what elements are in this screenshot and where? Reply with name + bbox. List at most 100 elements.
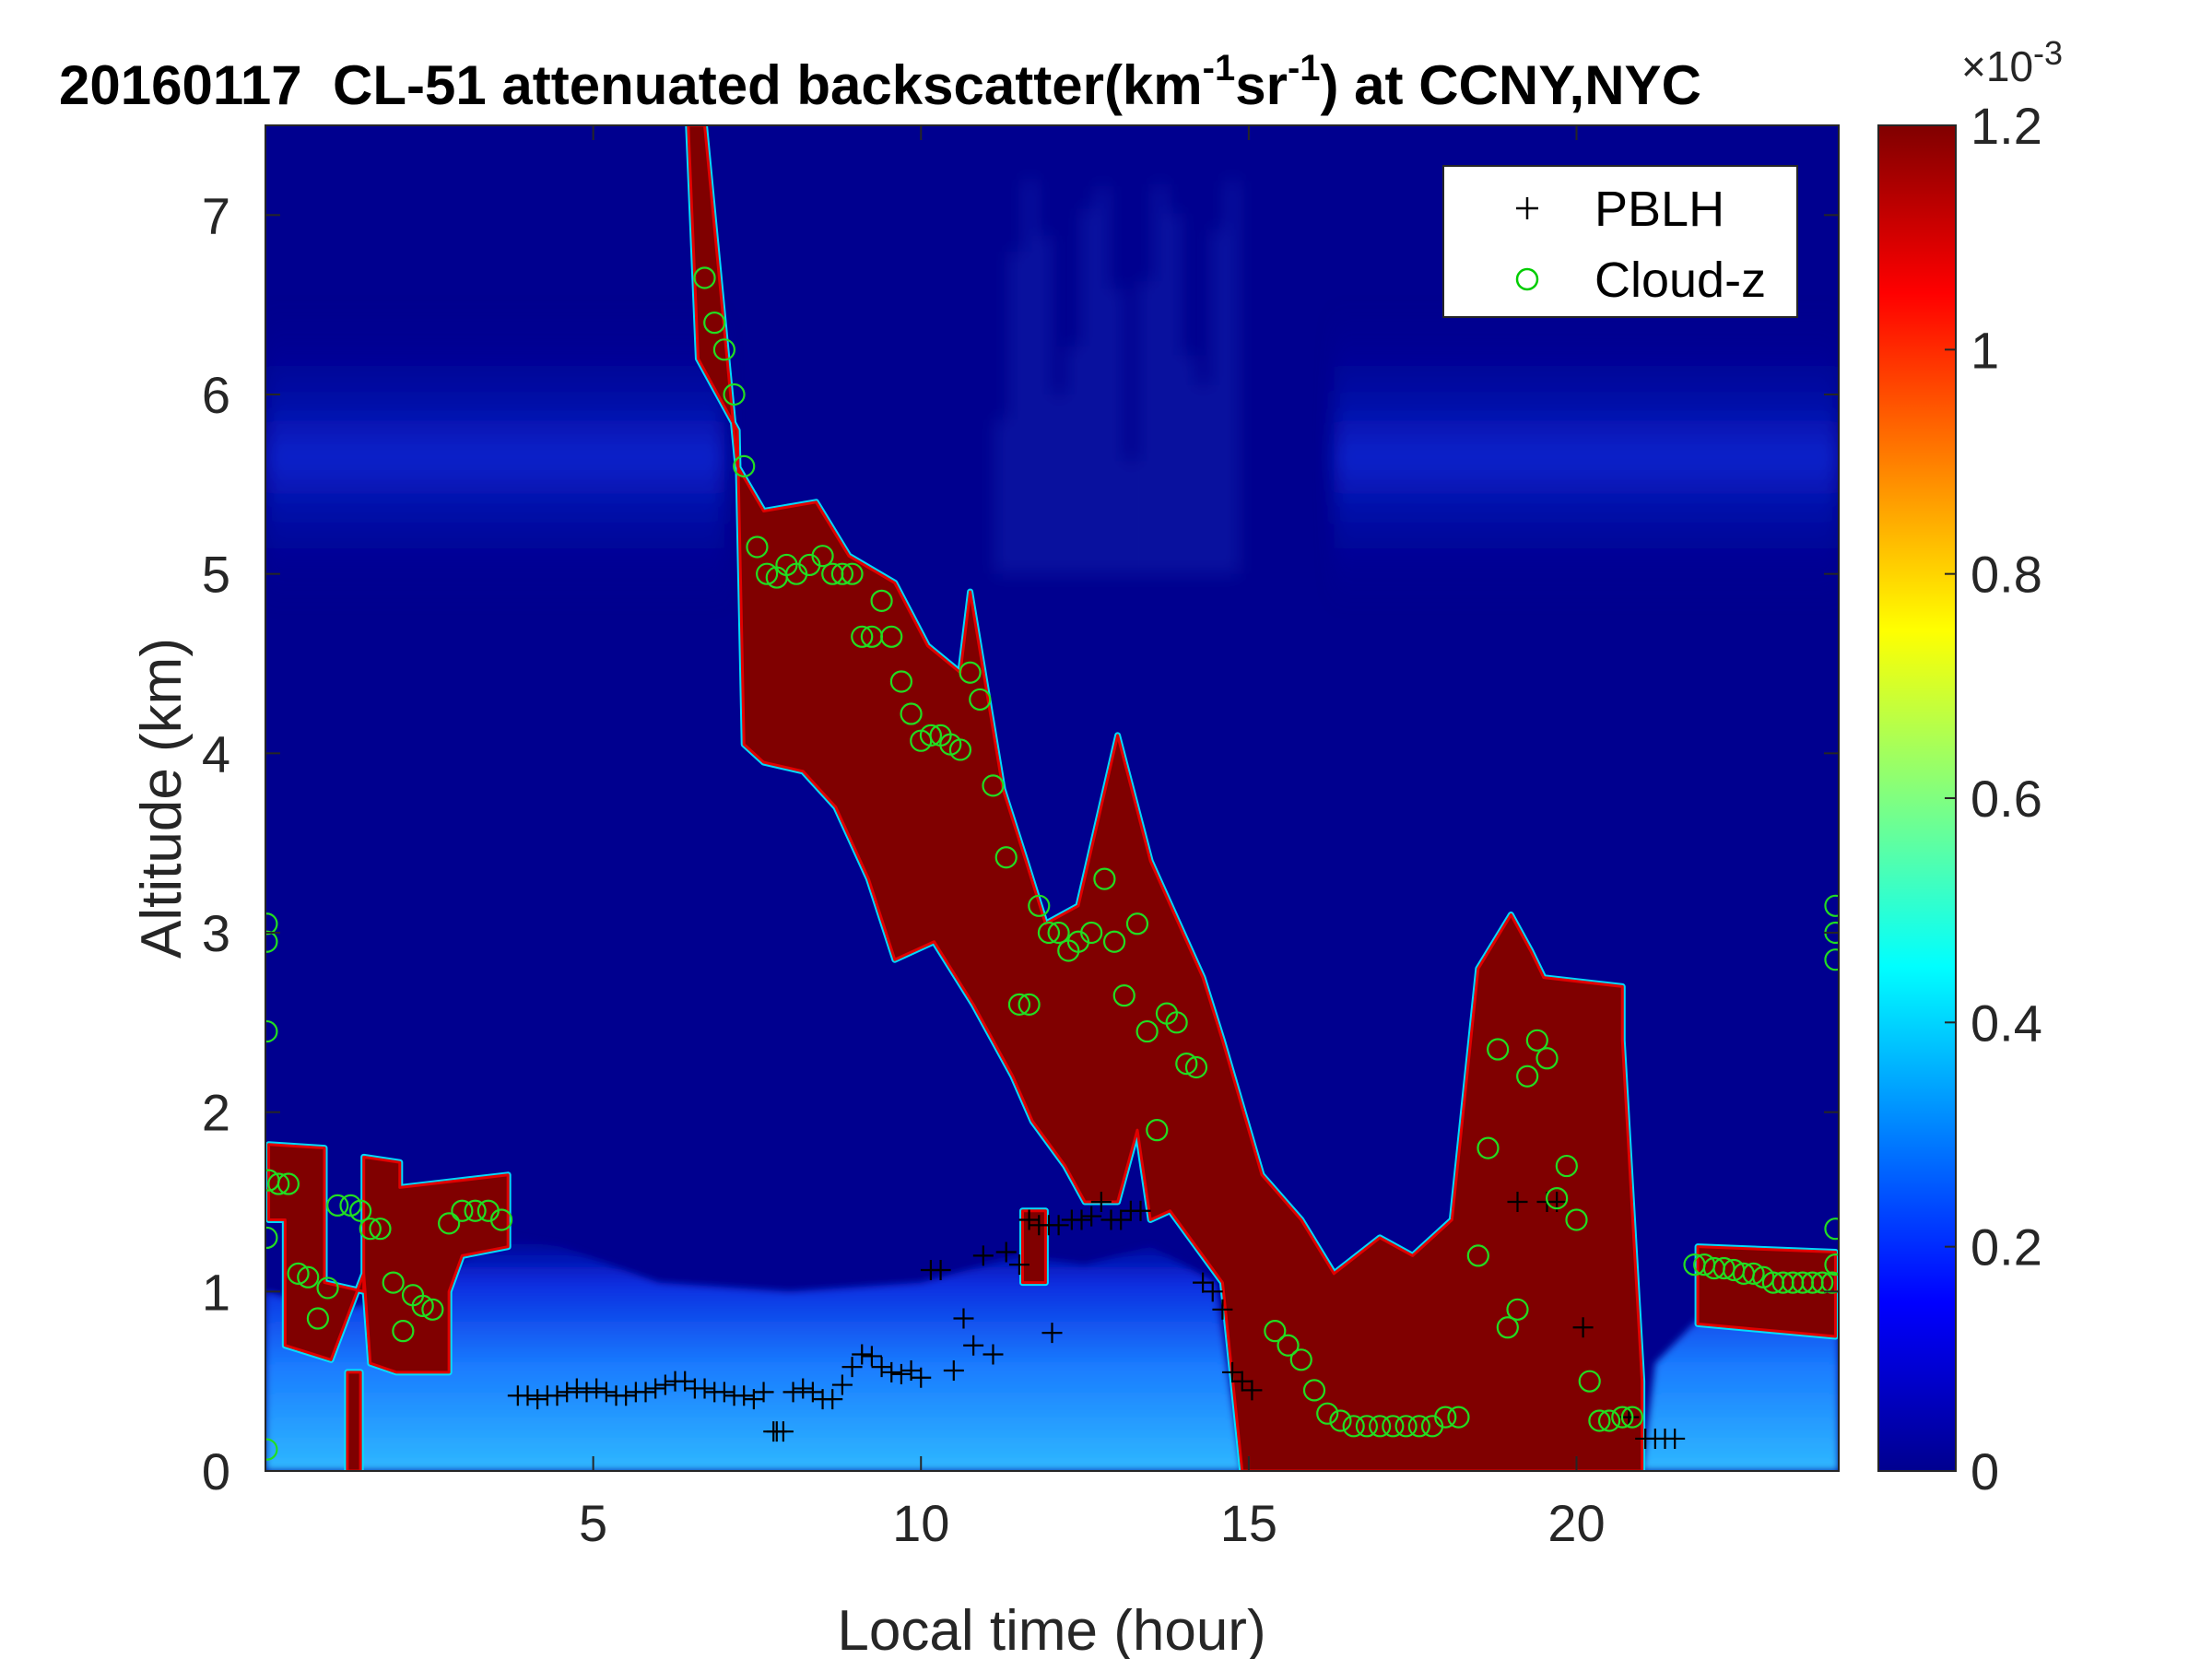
cloud-z-marker: [1496, 1316, 1519, 1339]
cloud-z-marker: [1007, 993, 1031, 1016]
pblh-marker: [1081, 1206, 1102, 1227]
legend-marker-pblh: [1516, 197, 1538, 219]
y-tick-label: 3: [202, 904, 230, 962]
legend: PBLH Cloud-z: [1442, 165, 1798, 318]
colorbar-tick-label: 0.2: [1971, 1218, 2042, 1277]
colorbar-tick-label: 0.4: [1971, 994, 2042, 1052]
cloud-z-marker: [265, 1226, 278, 1250]
haze-streak: [1071, 346, 1076, 574]
y-tick-label: 1: [202, 1263, 230, 1321]
x-tick-label: 15: [1220, 1494, 1277, 1552]
colorbar: 0 0.2 0.4 0.6 0.8 1 1.2 ×10-3: [1877, 34, 2063, 1500]
pblh-marker: [1111, 1209, 1132, 1230]
haze-streak: [1158, 183, 1162, 574]
cloud-z-marker: [733, 454, 756, 477]
y-tick-label: 2: [202, 1084, 230, 1142]
haze-streak: [1230, 180, 1234, 574]
pblh-marker: [930, 1259, 951, 1280]
cloud-z-marker: [451, 1199, 474, 1222]
cloud-z-marker: [1355, 1415, 1379, 1438]
colorbar-tick-label: 1.2: [1971, 97, 2042, 155]
x-axis-label: Local time (hour): [837, 1599, 1265, 1659]
cloud-z-marker: [1820, 1271, 1839, 1294]
cloud-z-marker: [746, 535, 769, 559]
cloud-z-marker: [411, 1294, 434, 1318]
pblh-marker: [822, 1389, 843, 1410]
pblh-marker: [890, 1363, 912, 1384]
pblh-marker: [694, 1378, 715, 1399]
cloud-z-marker: [489, 1208, 513, 1231]
pblh-marker: [972, 1245, 994, 1266]
pblh-marker: [654, 1374, 676, 1395]
cloud-z-marker: [1329, 1409, 1352, 1432]
cloud-z-marker: [1264, 1320, 1287, 1343]
pblh-marker: [595, 1382, 617, 1403]
cloud-z-marker: [1578, 1370, 1601, 1393]
x-tick-label: 10: [892, 1494, 949, 1552]
y-tick-label: 7: [202, 186, 230, 244]
cloud-z-marker: [959, 661, 982, 684]
cloud-z-marker: [880, 625, 903, 648]
cloud-z-series: [265, 266, 1839, 1461]
cloud-z-marker: [276, 1172, 300, 1195]
cloud-z-marker: [1165, 1011, 1188, 1034]
cloud-z-marker: [382, 1271, 405, 1294]
cloud-z-marker: [1047, 921, 1070, 945]
legend-marker-cloud-z: [1515, 267, 1539, 291]
upper-aerosol-haze: [265, 179, 1839, 610]
cloud-z-marker: [870, 589, 893, 612]
haze-streak: [1100, 186, 1105, 574]
pblh-marker: [527, 1389, 548, 1410]
cloud-z-marker: [1316, 1402, 1339, 1425]
cloud-z-marker: [438, 1212, 461, 1235]
cloud-z-marker: [1018, 993, 1041, 1016]
haze-streak: [1042, 235, 1047, 574]
axes: 5 10 15 20 0 1 2 3 4 5 6 7: [202, 124, 1840, 1552]
cloud-z-marker: [969, 688, 992, 712]
pblh-marker: [547, 1385, 568, 1406]
pblh-marker: [576, 1382, 597, 1403]
cloud-z-marker: [841, 562, 864, 585]
cloud-z-marker: [1080, 921, 1103, 945]
colorbar-tick-label: 0.8: [1971, 546, 2042, 604]
haze-streak: [1114, 288, 1119, 574]
pblh-marker: [616, 1385, 637, 1406]
pblh-marker: [713, 1382, 735, 1403]
haze-band-1: [1334, 304, 1839, 610]
cloud-z-marker: [994, 846, 1018, 869]
cloud-z-marker: [1037, 921, 1061, 945]
pblh-marker: [861, 1346, 882, 1367]
pblh-marker: [1507, 1192, 1528, 1212]
pblh-marker: [1008, 1254, 1030, 1276]
chart-title: 20160117 CL-51 attenuated backscatter(km…: [59, 48, 1701, 116]
pblh-marker: [1090, 1192, 1112, 1212]
cloud-z-marker: [1824, 1253, 1839, 1277]
cloud-z-marker: [306, 1307, 329, 1330]
boundary-layer-aerosol: [265, 1237, 1839, 1471]
pblh-marker: [982, 1344, 1004, 1365]
cloud-region-1: [346, 1371, 362, 1471]
cloud-z-marker: [369, 1218, 392, 1241]
cloud-z-marker: [1146, 1119, 1169, 1142]
haze-streak: [1028, 179, 1032, 574]
cloud-z-marker: [421, 1298, 444, 1321]
legend-box: [1442, 165, 1798, 318]
pblh-marker: [1193, 1272, 1214, 1293]
cloud-z-marker: [851, 625, 874, 648]
cloud-z-marker: [267, 1172, 290, 1195]
pblh-marker: [586, 1378, 607, 1399]
colorbar-tick-label: 0.6: [1971, 770, 2042, 828]
y-tick-label: 0: [202, 1442, 230, 1500]
pblh-marker: [1222, 1361, 1243, 1382]
colorbar-multiplier: ×10-3: [1961, 34, 2063, 90]
cloud-z-marker: [297, 1265, 320, 1288]
cloud-z-marker: [1342, 1415, 1365, 1438]
haze-streak: [999, 419, 1004, 574]
pblh-marker: [953, 1308, 974, 1329]
pblh-marker: [1048, 1215, 1069, 1236]
cloud-z-marker: [1447, 1406, 1470, 1429]
cloud-z-marker: [1824, 948, 1839, 971]
pblh-marker: [1130, 1200, 1151, 1221]
cloud-region-3: [1020, 1209, 1047, 1285]
